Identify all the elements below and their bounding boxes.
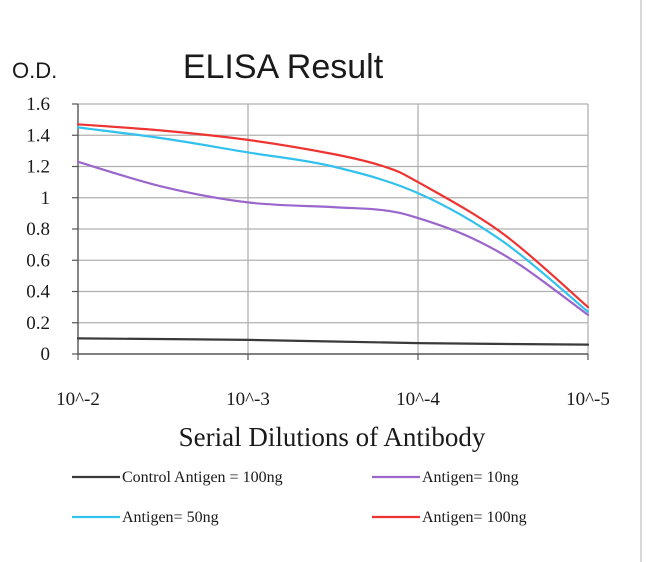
legend-label: Antigen= 100ng bbox=[422, 509, 527, 526]
y-tick-label: 0.8 bbox=[26, 219, 50, 240]
x-axis-label: Serial Dilutions of Antibody bbox=[179, 422, 486, 452]
y-tick-label: 0.6 bbox=[26, 250, 50, 271]
x-tick-label: 10^-2 bbox=[56, 389, 100, 410]
control-antigen-line bbox=[76, 337, 590, 346]
antigen-50ng-line bbox=[76, 126, 590, 313]
y-tick-label: 1.4 bbox=[26, 125, 50, 146]
y-tick-label: 0.2 bbox=[26, 313, 50, 334]
antigen-100ng-line bbox=[76, 123, 590, 309]
legend: Control Antigen = 100ng Antigen= 10ng Anti… bbox=[72, 469, 527, 526]
y-tick-label: 0.4 bbox=[26, 282, 50, 303]
x-tick-label: 10^-3 bbox=[226, 389, 270, 410]
axes bbox=[72, 103, 589, 360]
y-tick-label: 1.2 bbox=[26, 157, 50, 178]
y-axis-label: O.D. bbox=[12, 58, 57, 83]
legend-label: Antigen= 50ng bbox=[122, 509, 219, 526]
y-tick-label: 1 bbox=[41, 188, 51, 209]
y-tick-label: 1.6 bbox=[26, 94, 50, 115]
series-lines bbox=[76, 123, 590, 346]
x-tick-label: 10^-5 bbox=[566, 389, 610, 410]
chart-title: ELISA Result bbox=[183, 48, 384, 86]
x-tick-label: 10^-4 bbox=[396, 389, 440, 410]
tick-labels: 0 0.2 0.4 0.6 0.8 1 1.2 1.4 1.6 10^-2 10^-3 10^-4 10… bbox=[26, 94, 610, 410]
antigen-10ng-line bbox=[76, 160, 590, 316]
grid bbox=[78, 103, 589, 354]
legend-label: Control Antigen = 100ng bbox=[122, 469, 283, 486]
legend-label: Antigen= 10ng bbox=[422, 469, 519, 486]
y-tick-label: 0 bbox=[41, 344, 51, 365]
